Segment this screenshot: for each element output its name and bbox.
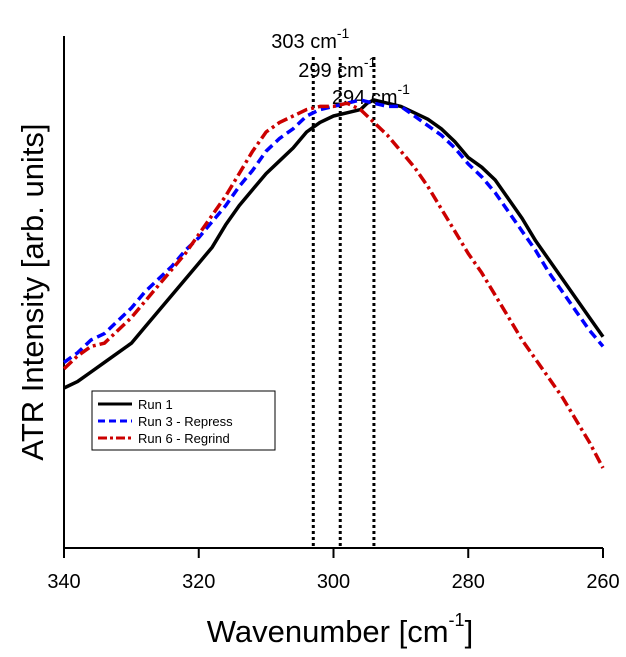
x-axis-title-sup: -1 [449,610,465,630]
x-tick-label: 260 [586,571,619,593]
legend-label: Run 1 [138,397,173,412]
series-line [64,100,603,388]
x-axis-title: Wavenumber [cm-1] [207,610,473,649]
peak-annotation: 303 cm-1 [271,25,349,53]
x-tick-label: 300 [317,571,350,593]
peak-annotation: 299 cm-1 [298,54,376,82]
x-tick-label: 320 [182,571,215,593]
x-axis-title-close: ] [465,614,474,649]
x-tick-label: 280 [452,571,485,593]
legend-label: Run 6 - Regrind [138,431,230,446]
peak-annotation-sup: -1 [398,81,411,97]
x-tick-label: 340 [47,571,80,593]
y-axis-title: ATR Intensity [arb. units] [15,123,50,460]
x-ticks: 340 320 300 280 260 [47,548,619,593]
peak-annotation-sup: -1 [364,54,377,70]
legend: Run 1 Run 3 - Repress Run 6 - Regrind [92,391,275,450]
legend-label: Run 3 - Repress [138,414,233,429]
peak-annotation-text: 303 cm [271,31,337,53]
series-line [64,100,603,362]
peak-annotation-sup: -1 [337,25,350,41]
peak-annotation-text: 299 cm [298,60,364,82]
x-axis-title-main: Wavenumber [cm [207,614,449,649]
